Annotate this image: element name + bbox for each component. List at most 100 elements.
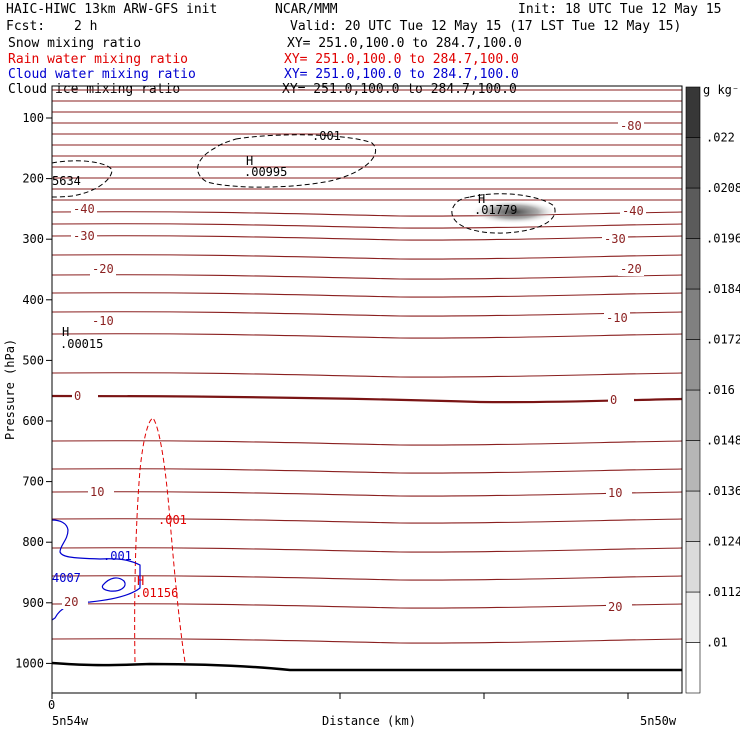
y-tick-label: 100 — [22, 111, 44, 125]
isotherm — [52, 311, 682, 317]
colorbar-level-label: .0124 — [706, 535, 740, 549]
snow-high-value: .00995 — [244, 165, 287, 179]
isotherm-label-bg — [606, 601, 632, 614]
isotherm-label: -10 — [606, 311, 628, 325]
colorbar-swatch — [685, 339, 701, 391]
isotherm-label-bg — [88, 486, 114, 499]
y-tick-label: 200 — [22, 172, 44, 186]
isotherm-label-bg — [90, 315, 116, 328]
isotherm — [52, 223, 682, 229]
isotherm-label: -80 — [620, 119, 642, 133]
snow-low-high-marker: H — [62, 325, 69, 339]
snow-contour-upper — [197, 134, 377, 188]
isotherm — [52, 372, 682, 378]
isotherm-labels: -80 -40 -40 -30 -30 -20 -20 -10 -10 0 0 10 10 20 20 — [62, 119, 646, 614]
isotherm-label-bg — [62, 596, 88, 609]
colorbar-swatch — [685, 187, 701, 239]
colorbar-swatch — [685, 137, 701, 189]
isotherm-label: 20 — [64, 595, 78, 609]
isotherm — [52, 333, 682, 339]
field-rain-xy: XY= 251.0,100.0 to 284.7,100.0 — [284, 52, 519, 67]
colorbar: g kg⁻¹ .01 .0112 .0124 .0136 .0148 .016 .0172.… — [685, 83, 740, 694]
isotherm-label: -40 — [73, 202, 95, 216]
isotherm — [52, 211, 682, 217]
y-tick-label: 500 — [22, 353, 44, 367]
snow-high-marker: H — [246, 154, 253, 168]
isotherm-label-bg — [90, 263, 116, 276]
rain-contour — [134, 417, 186, 663]
isotherm — [52, 254, 682, 260]
isotherm — [52, 518, 682, 524]
isotherm-label-bg — [71, 203, 97, 216]
field-cloudwater-name: Cloud water mixing ratio — [8, 67, 196, 82]
colorbar-swatch — [685, 238, 701, 290]
colorbar-swatch — [685, 642, 701, 694]
isotherm — [52, 235, 682, 241]
isotherm — [52, 468, 682, 474]
org-label: NCAR/MMM — [275, 2, 338, 17]
snow-contour-left — [52, 160, 113, 198]
colorbar-level-label: .0172 — [706, 333, 740, 347]
colorbar-swatch — [685, 591, 701, 643]
colorbar-swatch — [685, 288, 701, 340]
isotherm-label: -30 — [604, 232, 626, 246]
isotherm-label-bg — [604, 312, 630, 325]
colorbar-unit: g kg⁻¹ — [703, 83, 740, 97]
x-axis-label: Distance (km) — [322, 714, 416, 728]
y-tick-label: 600 — [22, 414, 44, 428]
x-tick-zero-label: 0 — [48, 698, 55, 712]
colorbar-swatch — [685, 541, 701, 593]
y-tick-label: 300 — [22, 232, 44, 246]
isotherm-label-bg — [618, 120, 644, 133]
isotherm-label-bg — [606, 487, 632, 500]
cloudwater-contour-inner — [101, 577, 126, 592]
isotherm-label-bg — [618, 263, 644, 276]
init-time: Init: 18 UTC Tue 12 May 15 — [518, 2, 722, 17]
fcst-label: Fcst: — [6, 19, 45, 34]
colorbar-swatch — [685, 86, 701, 138]
colorbar-level-label: .0208 — [706, 181, 740, 195]
colorbar-level-label: .0196 — [706, 232, 740, 246]
field-rain-name: Rain water mixing ratio — [8, 52, 188, 67]
snow-low-high-value: .00015 — [60, 337, 103, 351]
isotherm-label: 10 — [90, 485, 104, 499]
snow-left-value: 5634 — [52, 174, 81, 188]
cloudwater-contour-outer — [52, 519, 141, 621]
y-tick-label: 700 — [22, 475, 44, 489]
isotherm-label: -10 — [92, 314, 114, 328]
isotherm — [52, 638, 682, 644]
isotherm-label: 0 — [74, 389, 81, 403]
isotherm-label-bg — [608, 394, 634, 407]
x-left-location: 5n54w — [52, 714, 89, 728]
ice-high-value: .01779 — [474, 203, 517, 217]
colorbar-level-label: .0148 — [706, 434, 740, 448]
colorbar-level-label: .0112 — [706, 585, 740, 599]
isotherm — [52, 575, 682, 581]
cloudwater-contour-label: .001 — [103, 549, 132, 563]
rain-high-marker: H — [137, 574, 144, 588]
isotherm-label-bg — [602, 233, 628, 246]
ice-contour-right — [451, 193, 556, 234]
isotherm-label: 0 — [610, 393, 617, 407]
field-cloudwater-xy: XY= 251.0,100.0 to 284.7,100.0 — [284, 67, 519, 82]
isotherm-label: -20 — [92, 262, 114, 276]
snow-contour-label: .001 — [312, 129, 341, 143]
rain-contour-label: .001 — [158, 513, 187, 527]
colorbar-level-label: .016 — [706, 383, 735, 397]
isotherm-lines — [52, 89, 682, 644]
x-right-location: 5n50w — [640, 714, 677, 728]
isotherm — [52, 603, 682, 609]
colorbar-swatch — [685, 389, 701, 441]
isotherm-label: -30 — [73, 229, 95, 243]
isotherm — [52, 292, 682, 298]
fcst-value: 2 h — [74, 19, 97, 34]
isotherm-label: -20 — [620, 262, 642, 276]
rain-high-value: .01156 — [135, 586, 178, 600]
colorbar-level-label: .01 — [706, 636, 728, 650]
isotherm-label-bg — [71, 230, 97, 243]
colorbar-level-label: .022 — [706, 131, 735, 145]
field-snow-name: Snow mixing ratio — [8, 36, 141, 51]
colorbar-level-label: .0184 — [706, 282, 740, 296]
valid-time: Valid: 20 UTC Tue 12 May 15 (17 LST Tue … — [290, 19, 681, 34]
